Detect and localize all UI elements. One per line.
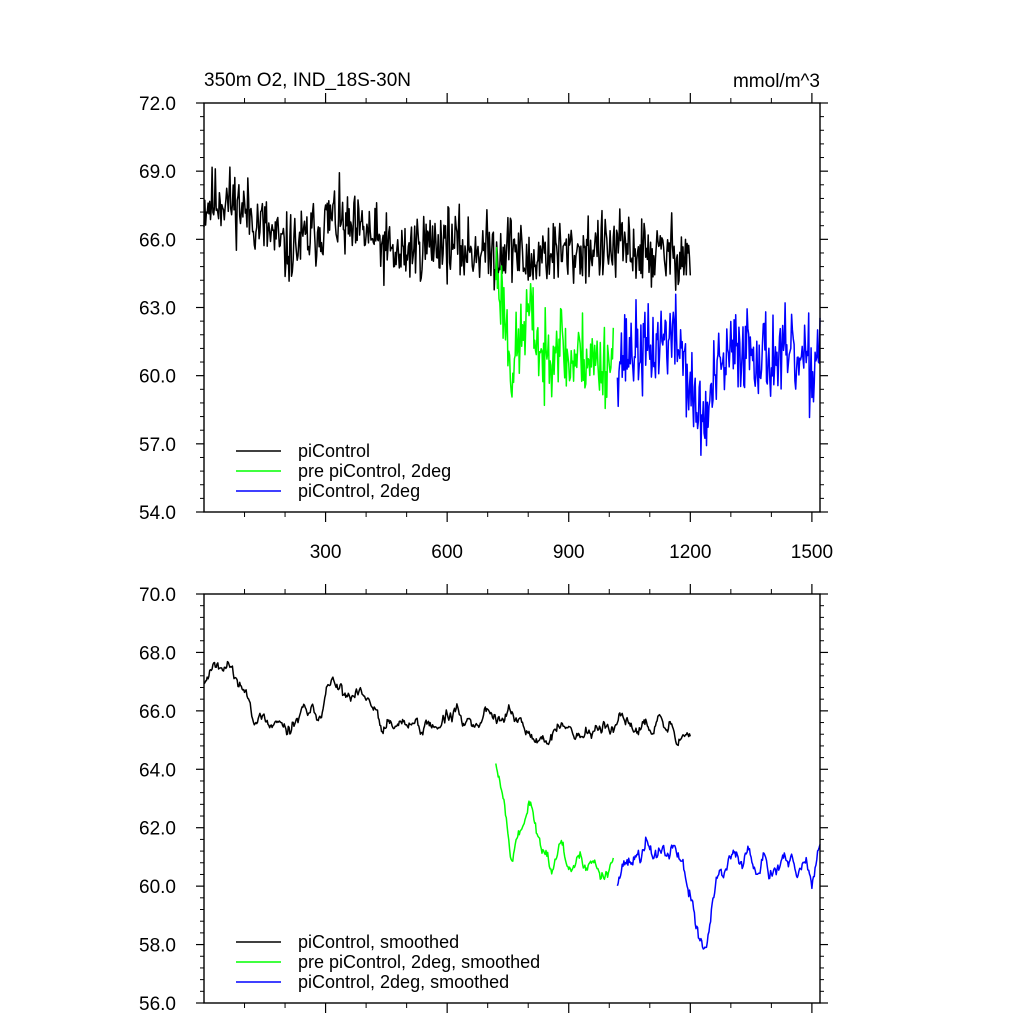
y-tick-label: 54.0 <box>139 503 176 524</box>
top-chart-title: 350m O2, IND_18S-30N <box>204 70 411 91</box>
top-series-group <box>203 166 821 457</box>
series-line-picontrol-2deg-smoothed <box>616 836 821 950</box>
y-tick-label: 64.0 <box>139 760 176 781</box>
top-legend: piControl pre piControl, 2deg piControl,… <box>236 441 451 501</box>
x-tick-label: 1200 <box>669 542 711 563</box>
bottom-plot-frame <box>203 593 821 1004</box>
y-tick-label: 72.0 <box>139 94 176 115</box>
y-tick-label: 66.0 <box>139 230 176 251</box>
x-tick-label: 300 <box>310 542 342 563</box>
y-tick-label: 70.0 <box>139 585 176 606</box>
top-chart-units: mmol/m^3 <box>733 71 820 92</box>
legend-label-pre-picontrol-2deg-smoothed: pre piControl, 2deg, smoothed <box>298 952 540 972</box>
legend-label-pre-picontrol-2deg: pre piControl, 2deg <box>298 461 451 481</box>
y-tick-label: 68.0 <box>139 643 176 664</box>
y-tick-label: 63.0 <box>139 299 176 320</box>
x-tick-label: 900 <box>553 542 585 563</box>
y-tick-label: 60.0 <box>139 367 176 388</box>
series-line-picontrol-2deg <box>616 293 821 457</box>
legend-label-picontrol: piControl <box>298 441 370 461</box>
legend-label-picontrol-2deg: piControl, 2deg <box>298 481 420 501</box>
x-tick-label: 1500 <box>791 542 833 563</box>
legend-label-picontrol-smoothed: piControl, smoothed <box>298 932 459 952</box>
y-tick-label: 56.0 <box>139 994 176 1015</box>
bottom-series-group <box>203 660 821 950</box>
bottom-panel: 56.0 58.0 60.0 62.0 64.0 66.0 68.0 70.0 piContr… <box>139 584 828 1015</box>
legend-label-picontrol-2deg-smoothed: piControl, 2deg, smoothed <box>298 972 509 992</box>
x-tick-label: 600 <box>431 542 463 563</box>
series-line-picontrol-smoothed <box>203 660 692 747</box>
series-line-picontrol <box>203 166 692 291</box>
y-tick-label: 57.0 <box>139 435 176 456</box>
y-tick-label: 66.0 <box>139 702 176 723</box>
bottom-legend: piControl, smoothed pre piControl, 2deg,… <box>236 932 540 992</box>
top-axis-ticks: 54.0 57.0 60.0 63.0 66.0 69.0 72.0 300 600 900 120… <box>139 93 833 563</box>
series-line-pre-picontrol-2deg <box>495 246 615 410</box>
bottom-axis-ticks: 56.0 58.0 60.0 62.0 64.0 66.0 68.0 70.0 <box>139 584 828 1015</box>
top-plot-frame <box>203 102 821 513</box>
y-tick-label: 58.0 <box>139 936 176 957</box>
series-line-pre-picontrol-2deg-smoothed <box>495 763 615 881</box>
y-tick-label: 62.0 <box>139 819 176 840</box>
y-tick-label: 60.0 <box>139 877 176 898</box>
y-tick-label: 69.0 <box>139 162 176 183</box>
top-panel: 350m O2, IND_18S-30N mmol/m^3 54.0 57.0 60… <box>139 70 833 563</box>
